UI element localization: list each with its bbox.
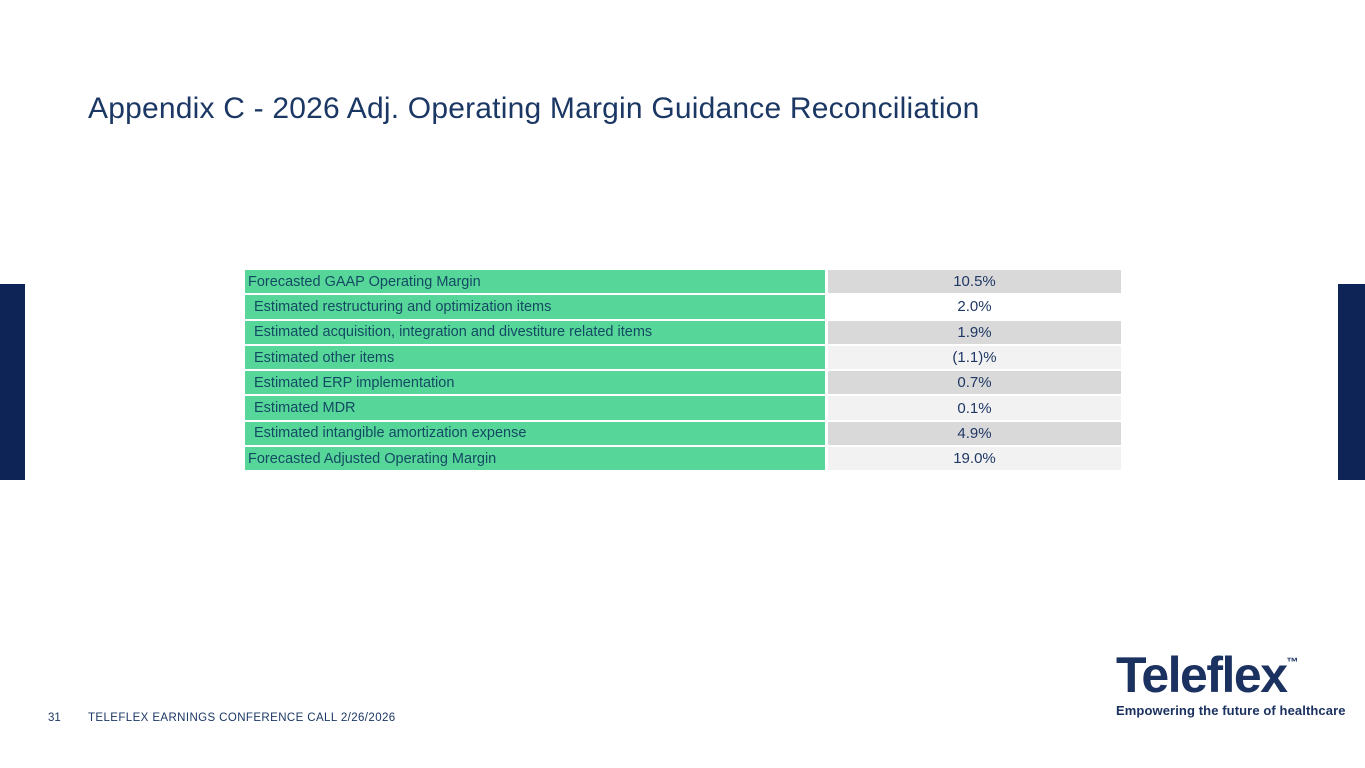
reconciliation-table-body: Forecasted GAAP Operating Margin 10.5% Est… — [245, 270, 1121, 471]
page-number: 31 — [48, 712, 61, 724]
table-row: Forecasted GAAP Operating Margin 10.5% — [245, 270, 1121, 294]
row-label: Estimated intangible amortization expens… — [245, 421, 825, 446]
table-row: Estimated MDR 0.1% — [245, 396, 1121, 420]
row-label: Estimated other items — [245, 345, 825, 370]
table-row: Estimated restructuring and optimization… — [245, 295, 1121, 319]
row-value: 4.9% — [828, 421, 1121, 446]
right-accent-bar — [1338, 284, 1365, 480]
logo-brand-text: Teleflex™ — [1116, 650, 1331, 700]
row-value: 2.0% — [828, 295, 1121, 319]
logo-tagline: Empowering the future of healthcare — [1116, 703, 1346, 718]
row-label: Forecasted GAAP Operating Margin — [245, 270, 825, 294]
footer-text: TELEFLEX EARNINGS CONFERENCE CALL 2/26/2… — [88, 712, 396, 724]
row-label: Forecasted Adjusted Operating Margin — [245, 447, 825, 471]
trademark-symbol: ™ — [1286, 655, 1299, 669]
row-value: 0.7% — [828, 371, 1121, 395]
left-accent-bar — [0, 284, 25, 480]
slide-title: Appendix C - 2026 Adj. Operating Margin … — [88, 92, 980, 125]
table-row: Estimated acquisition, integration and d… — [245, 320, 1121, 344]
row-value: (1.1)% — [828, 345, 1121, 370]
table-row: Estimated intangible amortization expens… — [245, 421, 1121, 446]
logo-brand-name: Teleflex — [1116, 647, 1288, 703]
table-row: Estimated other items (1.1)% — [245, 345, 1121, 370]
row-label: Estimated restructuring and optimization… — [245, 295, 825, 319]
table-row: Estimated ERP implementation 0.7% — [245, 371, 1121, 395]
table-row: Forecasted Adjusted Operating Margin 19.0… — [245, 447, 1121, 471]
row-value: 0.1% — [828, 396, 1121, 420]
row-label: Estimated acquisition, integration and d… — [245, 320, 825, 344]
row-label: Estimated MDR — [245, 396, 825, 420]
teleflex-logo: Teleflex™ Empowering the future of healt… — [1116, 650, 1346, 718]
row-label: Estimated ERP implementation — [245, 371, 825, 395]
row-value: 10.5% — [828, 270, 1121, 294]
row-value: 1.9% — [828, 320, 1121, 344]
row-value: 19.0% — [828, 447, 1121, 471]
